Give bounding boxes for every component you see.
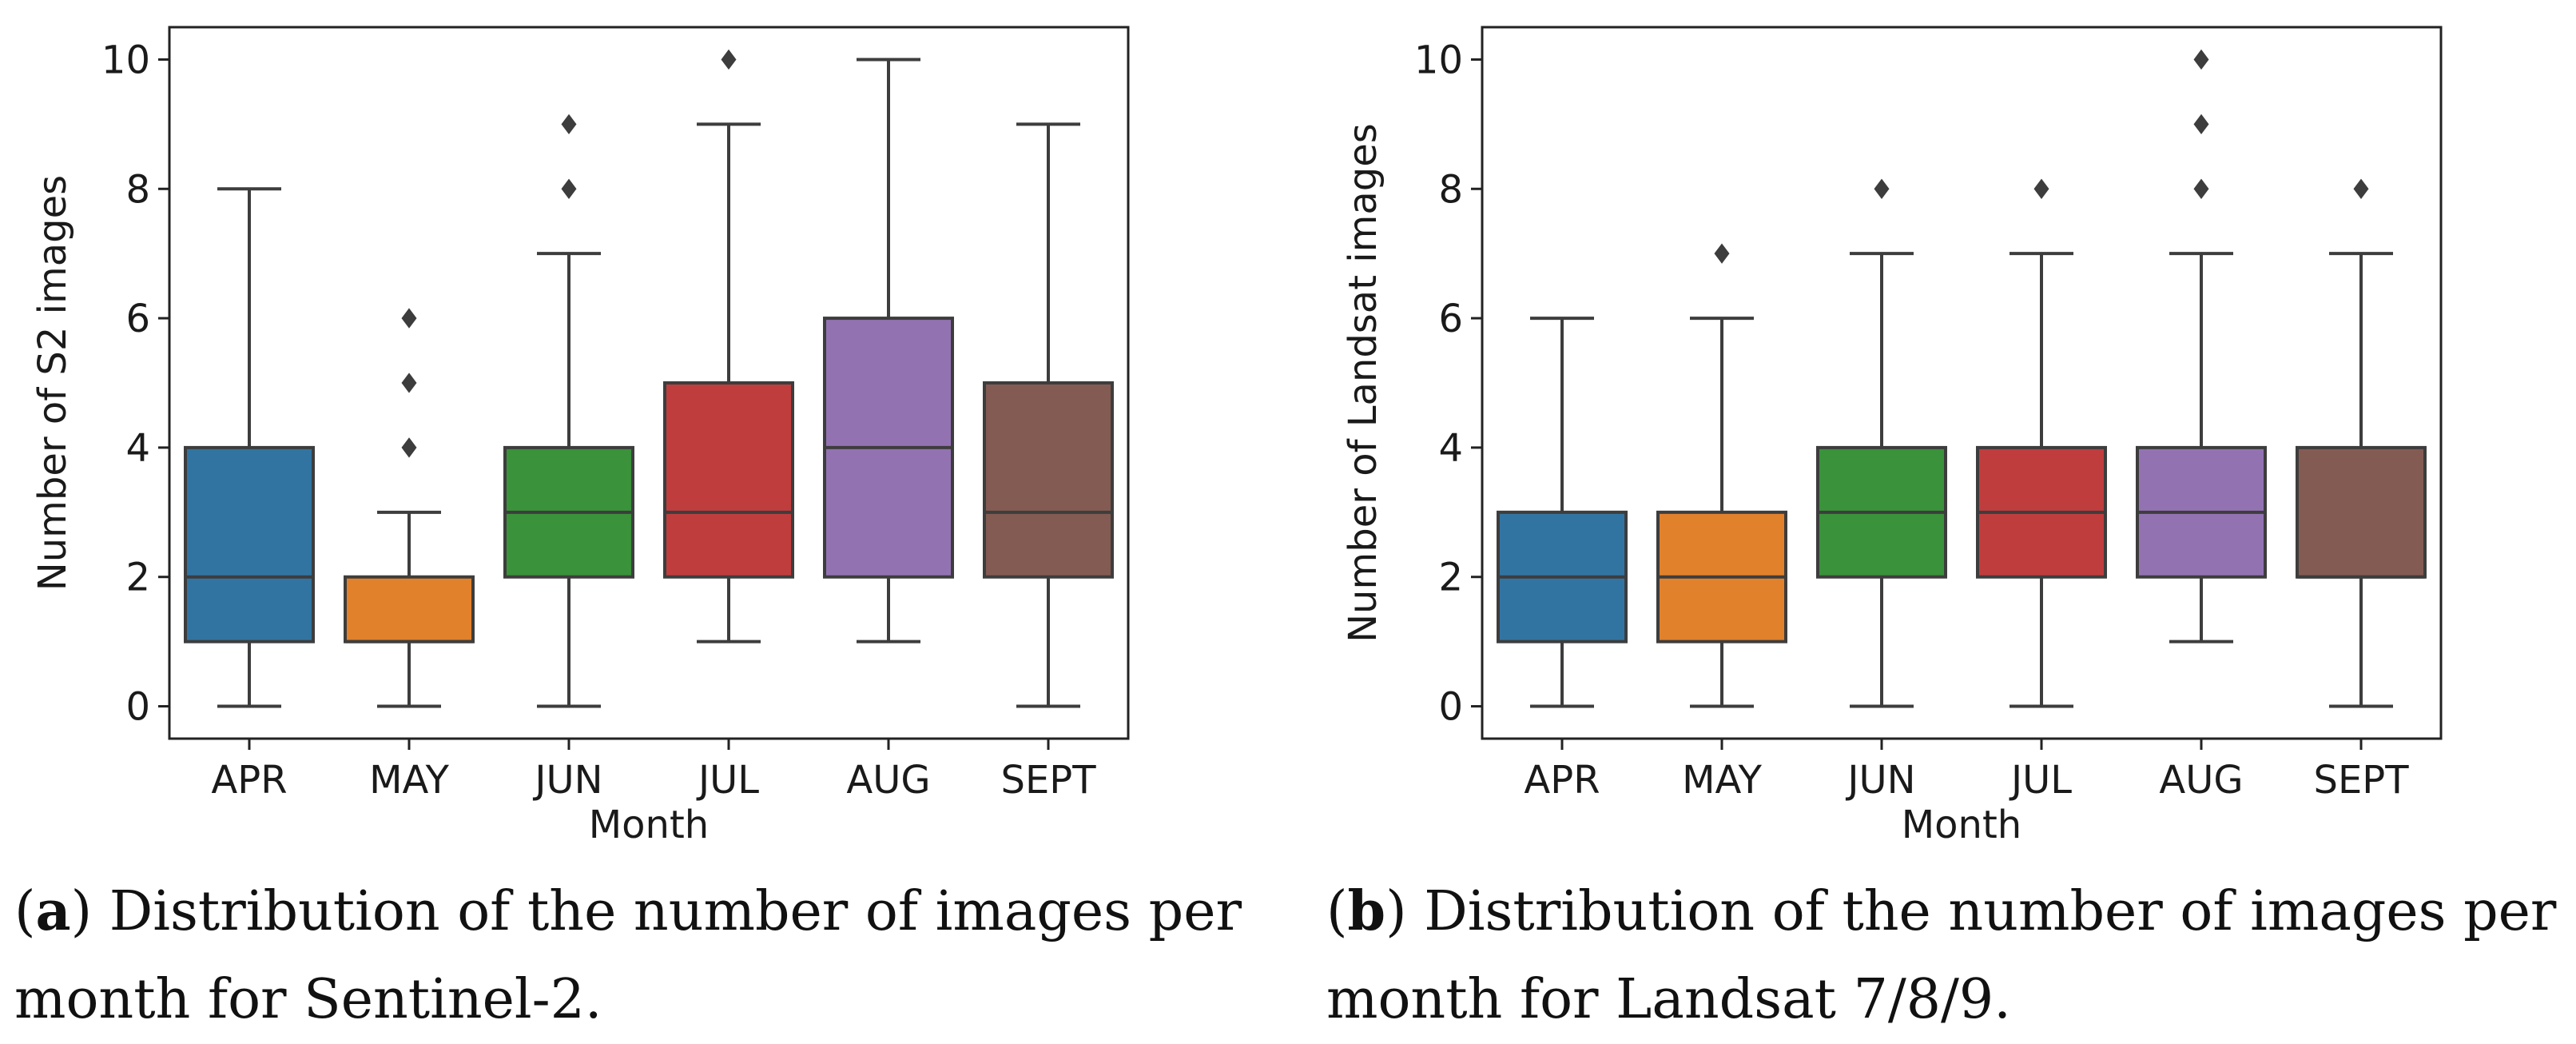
outlier-point xyxy=(401,308,417,329)
y-axis-label: Number of Landsat images xyxy=(1341,123,1385,643)
caption-b-text: ) Distribution of the number of images p… xyxy=(1326,880,2557,1031)
caption-a-text: ) Distribution of the number of images p… xyxy=(14,880,1242,1031)
y-tick-label: 10 xyxy=(1414,38,1463,82)
iqr-box xyxy=(344,575,475,644)
x-tick-label: AUG xyxy=(2159,758,2243,803)
outlier-point xyxy=(401,437,417,458)
y-axis-label: Number of S2 images xyxy=(30,175,75,591)
box-sept xyxy=(983,122,1114,708)
axes-frame xyxy=(1481,26,2443,740)
x-tick-label: APR xyxy=(1524,758,1600,803)
x-tick-label: JUL xyxy=(696,758,759,803)
box-aug xyxy=(823,58,954,644)
box-sept xyxy=(2296,178,2427,708)
chart-panel-b: 0 2 4 6 8 10 APR MAY JUN JUL AUG SEPT Month Number of… xyxy=(1341,26,2443,847)
outlier-point xyxy=(561,178,577,199)
y-tick-label: 8 xyxy=(125,167,150,212)
x-tick-label: SEPT xyxy=(2313,758,2409,803)
iqr-box xyxy=(663,381,794,579)
x-axis-label: Month xyxy=(589,803,709,847)
caption-a-label: a xyxy=(35,879,71,943)
y-tick-label: 0 xyxy=(1438,685,1463,730)
y-tick-label: 4 xyxy=(1438,426,1463,471)
y-tick-label: 10 xyxy=(101,38,150,82)
x-tick-label: AUG xyxy=(846,758,930,803)
x-tick-label: APR xyxy=(211,758,287,803)
box-jul xyxy=(1976,178,2107,708)
outlier-point xyxy=(1874,178,1890,199)
box-jul xyxy=(663,49,794,644)
iqr-box xyxy=(983,381,1114,579)
box-aug xyxy=(2136,49,2267,644)
x-tick-label: JUN xyxy=(1845,758,1915,803)
x-tick-label: MAY xyxy=(369,758,450,803)
x-tick-label: JUN xyxy=(532,758,602,803)
outlier-point xyxy=(1714,243,1730,264)
outlier-point xyxy=(2353,178,2369,199)
box-apr xyxy=(1497,317,1628,708)
box-jun xyxy=(503,114,634,708)
x-tick-label: JUL xyxy=(2009,758,2072,803)
iqr-box xyxy=(2296,445,2427,579)
x-axis-label: Month xyxy=(1902,803,2021,847)
caption-b-label: b xyxy=(1347,879,1386,943)
outlier-point xyxy=(2193,114,2209,135)
box-may xyxy=(344,308,475,708)
outlier-point xyxy=(2193,178,2209,199)
outlier-point xyxy=(401,373,417,393)
outlier-point xyxy=(2193,49,2209,70)
y-tick-label: 4 xyxy=(125,426,150,471)
y-tick-label: 2 xyxy=(1438,556,1463,600)
box-may xyxy=(1656,243,1787,708)
outlier-point xyxy=(721,49,737,70)
x-tick-label: MAY xyxy=(1682,758,1763,803)
y-tick-label: 6 xyxy=(125,297,150,341)
caption-a: (a) Distribution of the number of images… xyxy=(14,879,1242,1031)
caption-b: (b) Distribution of the number of images… xyxy=(1326,879,2557,1031)
y-tick-label: 2 xyxy=(125,556,150,600)
box-apr xyxy=(184,187,315,708)
box-jun xyxy=(1816,178,1947,708)
y-tick-label: 6 xyxy=(1438,297,1463,341)
outlier-point xyxy=(561,114,577,135)
axes-frame xyxy=(168,26,1130,740)
iqr-box xyxy=(184,445,315,644)
x-tick-label: SEPT xyxy=(1000,758,1096,803)
y-tick-label: 0 xyxy=(125,685,150,730)
y-tick-label: 8 xyxy=(1438,167,1463,212)
outlier-point xyxy=(2033,178,2049,199)
chart-panel-a: 0 2 4 6 8 10 APR MAY JUN JUL AUG SEPT Month Number of… xyxy=(30,26,1130,847)
